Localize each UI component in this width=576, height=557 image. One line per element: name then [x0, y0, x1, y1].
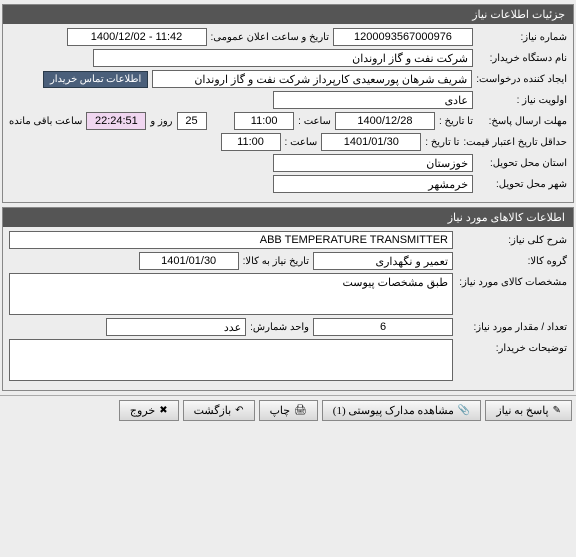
countdown-days-label: روز و	[150, 116, 172, 127]
notes-field[interactable]	[9, 339, 453, 381]
desc-field[interactable]	[9, 231, 453, 249]
exit-icon: ✖	[159, 405, 167, 416]
announce-field[interactable]	[67, 28, 207, 46]
need-number-field[interactable]	[333, 28, 473, 46]
need-date-field[interactable]	[139, 252, 239, 270]
contact-buyer-button[interactable]: اطلاعات تماس خریدار	[43, 71, 148, 88]
deadline-time-field[interactable]	[234, 112, 294, 130]
panel1-header: جزئیات اطلاعات نیاز	[3, 5, 573, 24]
province-field[interactable]	[273, 154, 473, 172]
row-validity: حداقل تاریخ اعتبار قیمت: تا تاریخ : ساعت…	[9, 133, 567, 151]
priority-label: اولویت نیاز :	[477, 95, 567, 106]
row-need-number: شماره نیاز: تاریخ و ساعت اعلان عمومی:	[9, 28, 567, 46]
city-label: شهر محل تحویل:	[477, 179, 567, 190]
countdown-remain-label: ساعت باقی مانده	[9, 116, 82, 127]
to-date-label-2: تا تاریخ :	[425, 137, 459, 148]
countdown-days-field	[177, 112, 207, 130]
row-requester: ایجاد کننده درخواست: اطلاعات تماس خریدار	[9, 70, 567, 88]
row-notes: توضیحات خریدار:	[9, 339, 567, 381]
back-label: بازگشت	[194, 404, 232, 417]
row-group: گروه کالا: تاریخ نیاز به کالا:	[9, 252, 567, 270]
time-label-2: ساعت :	[285, 137, 318, 148]
attachments-label: مشاهده مدارک پیوستی (1)	[333, 404, 454, 417]
clip-icon: 📎	[458, 405, 470, 416]
row-qty: تعداد / مقدار مورد نیاز: واحد شمارش:	[9, 318, 567, 336]
goods-info-panel: اطلاعات کالاهای مورد نیاز شرح کلی نیاز: …	[2, 207, 574, 391]
deadline-label: مهلت ارسال پاسخ:	[477, 116, 567, 127]
group-label: گروه کالا:	[457, 256, 567, 267]
validity-date-field[interactable]	[321, 133, 421, 151]
attachments-button[interactable]: 📎 مشاهده مدارک پیوستی (1)	[322, 400, 482, 421]
countdown-time-field	[86, 112, 146, 130]
announce-label: تاریخ و ساعت اعلان عمومی:	[211, 32, 330, 43]
group-field[interactable]	[313, 252, 453, 270]
row-spec: مشخصات کالای مورد نیاز:	[9, 273, 567, 315]
qty-field[interactable]	[313, 318, 453, 336]
footer-toolbar: ✎ پاسخ به نیاز 📎 مشاهده مدارک پیوستی (1)…	[0, 395, 576, 425]
row-buyer-org: نام دستگاه خریدار:	[9, 49, 567, 67]
notes-label: توضیحات خریدار:	[457, 339, 567, 354]
row-province: استان محل تحویل:	[9, 154, 567, 172]
buyer-org-field[interactable]	[93, 49, 473, 67]
row-priority: اولویت نیاز :	[9, 91, 567, 109]
panel2-header: اطلاعات کالاهای مورد نیاز	[3, 208, 573, 227]
unit-field[interactable]	[106, 318, 246, 336]
time-label-1: ساعت :	[298, 116, 331, 127]
need-number-label: شماره نیاز:	[477, 32, 567, 43]
back-icon: ↶	[235, 405, 243, 416]
unit-label: واحد شمارش:	[250, 322, 309, 333]
spec-label: مشخصات کالای مورد نیاز:	[457, 273, 567, 288]
city-field[interactable]	[273, 175, 473, 193]
need-date-label: تاریخ نیاز به کالا:	[243, 256, 309, 267]
requester-field[interactable]	[152, 70, 472, 88]
qty-label: تعداد / مقدار مورد نیاز:	[457, 322, 567, 333]
spec-field[interactable]	[9, 273, 453, 315]
desc-label: شرح کلی نیاز:	[457, 235, 567, 246]
panel1-body: شماره نیاز: تاریخ و ساعت اعلان عمومی: نا…	[3, 24, 573, 202]
validity-label: حداقل تاریخ اعتبار قیمت:	[463, 137, 567, 148]
to-date-label: تا تاریخ :	[439, 116, 473, 127]
respond-button[interactable]: ✎ پاسخ به نیاز	[485, 400, 572, 421]
respond-label: پاسخ به نیاز	[496, 404, 548, 417]
deadline-date-field[interactable]	[335, 112, 435, 130]
validity-time-field[interactable]	[221, 133, 281, 151]
respond-icon: ✎	[553, 405, 561, 416]
priority-field[interactable]	[273, 91, 473, 109]
province-label: استان محل تحویل:	[477, 158, 567, 169]
row-desc: شرح کلی نیاز:	[9, 231, 567, 249]
exit-label: خروج	[130, 404, 155, 417]
back-button[interactable]: ↶ بازگشت	[183, 400, 255, 421]
panel2-body: شرح کلی نیاز: گروه کالا: تاریخ نیاز به ک…	[3, 227, 573, 390]
row-deadline: مهلت ارسال پاسخ: تا تاریخ : ساعت : روز و…	[9, 112, 567, 130]
print-icon: 🖨	[294, 405, 307, 416]
requester-label: ایجاد کننده درخواست:	[476, 74, 567, 85]
row-city: شهر محل تحویل:	[9, 175, 567, 193]
need-details-panel: جزئیات اطلاعات نیاز شماره نیاز: تاریخ و …	[2, 4, 574, 203]
exit-button[interactable]: ✖ خروج	[119, 400, 179, 421]
buyer-org-label: نام دستگاه خریدار:	[477, 53, 567, 64]
print-label: چاپ	[270, 404, 291, 417]
print-button[interactable]: 🖨 چاپ	[259, 400, 318, 421]
